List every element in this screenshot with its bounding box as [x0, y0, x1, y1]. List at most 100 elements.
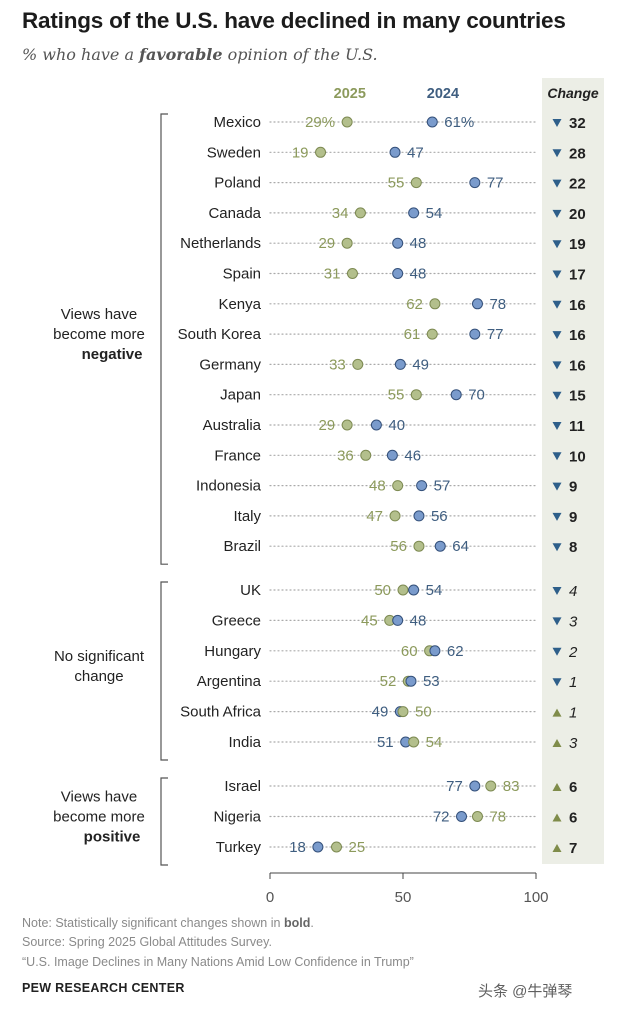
- value-label-2025: 60: [401, 643, 418, 660]
- change-down-triangle: [552, 512, 562, 521]
- change-down-triangle: [552, 482, 562, 491]
- change-down-triangle: [552, 179, 562, 188]
- change-down-triangle: [552, 119, 562, 127]
- value-label-2025: 19: [292, 144, 309, 161]
- change-up-triangle: [552, 739, 562, 747]
- value-label-2024: 61%: [444, 114, 474, 131]
- value-label-2025: 78: [489, 809, 506, 826]
- country-label: Poland: [214, 175, 261, 192]
- value-label-2025: 55: [388, 387, 405, 404]
- value-label-2024: 57: [434, 478, 451, 495]
- dot-2024: [392, 268, 404, 279]
- change-value: 1: [569, 674, 577, 691]
- change-value: 16: [569, 357, 586, 374]
- change-value: 22: [569, 176, 586, 193]
- country-label: Sweden: [207, 144, 261, 161]
- value-label-2025: 83: [503, 778, 520, 795]
- dot-2024: [471, 298, 483, 310]
- chart-subtitle: % who have a favorable opinion of the U.…: [22, 45, 378, 64]
- dot-2024: [405, 675, 417, 687]
- change-value: 6: [569, 810, 577, 827]
- change-value: 1: [569, 705, 577, 722]
- change-value: 10: [569, 448, 586, 465]
- country-label: Mexico: [213, 114, 261, 131]
- value-label-2024: 62: [447, 643, 464, 660]
- x-tick-label: 0: [266, 889, 274, 906]
- dot-2025: [410, 177, 422, 189]
- dot-2024: [426, 116, 438, 128]
- group-bracket: [160, 581, 168, 761]
- value-label-2025: 48: [369, 478, 386, 495]
- value-label-2024: 56: [431, 508, 448, 525]
- change-value: 11: [569, 418, 585, 435]
- dot-2024: [408, 584, 420, 596]
- change-value: 3: [569, 613, 578, 630]
- change-value: 19: [569, 236, 586, 253]
- dot-2025: [410, 389, 422, 401]
- value-label-2024: 49: [372, 704, 389, 721]
- change-value: 3: [569, 735, 578, 752]
- value-label-2024: 53: [423, 673, 440, 690]
- change-value: 9: [569, 479, 577, 496]
- value-label-2025: 29: [318, 417, 335, 434]
- change-down-triangle: [552, 422, 562, 430]
- dot-2025: [315, 146, 327, 158]
- value-label-2025: 45: [361, 612, 378, 629]
- value-label-2025: 52: [380, 673, 397, 690]
- country-label: Spain: [223, 266, 261, 283]
- change-down-triangle: [552, 678, 562, 687]
- value-label-2024: 46: [404, 447, 421, 464]
- subtitle-suffix: opinion of the U.S.: [222, 45, 378, 64]
- change-down-triangle: [552, 300, 562, 309]
- dot-2025: [346, 268, 358, 279]
- note-prefix: Note: Statistically significant changes …: [22, 916, 284, 930]
- country-label: Italy: [233, 508, 261, 525]
- country-label: Indonesia: [196, 478, 262, 495]
- dot-2024: [394, 358, 406, 370]
- dot-2025: [352, 358, 364, 370]
- country-label: Japan: [220, 387, 261, 404]
- country-label: Kenya: [218, 296, 261, 313]
- group-label-emphasis: negative: [82, 346, 143, 363]
- dot-2024: [429, 645, 441, 657]
- change-down-triangle: [552, 361, 562, 370]
- legend-2025: 2025: [334, 86, 366, 102]
- note-suffix: .: [310, 916, 314, 930]
- dot-2025: [413, 540, 425, 552]
- dot-2025: [392, 480, 404, 492]
- change-down-triangle: [552, 240, 562, 249]
- dot-2024: [434, 540, 446, 552]
- dot-2025: [471, 811, 483, 822]
- dot-2024: [450, 389, 462, 401]
- dot-2024: [370, 419, 382, 431]
- change-down-triangle: [552, 331, 562, 340]
- value-label-2024: 77: [487, 175, 504, 192]
- dot-2025: [389, 510, 401, 522]
- value-label-2025: 31: [324, 266, 341, 283]
- change-value: 15: [569, 388, 586, 405]
- value-label-2024: 47: [407, 144, 424, 161]
- change-column-background: [542, 78, 604, 864]
- country-label: Nigeria: [213, 809, 261, 826]
- dot-2024: [392, 237, 404, 249]
- country-label: Germany: [199, 356, 261, 373]
- country-label: India: [228, 734, 261, 751]
- group-bracket: [160, 113, 168, 565]
- change-up-triangle: [552, 783, 562, 791]
- dot-2025: [429, 298, 441, 310]
- dot-2024: [456, 811, 468, 822]
- value-label-2025: 34: [332, 205, 349, 222]
- country-label: France: [214, 447, 261, 464]
- change-down-triangle: [552, 647, 562, 656]
- change-value: 16: [569, 297, 586, 314]
- group-label-line: No significant: [54, 648, 145, 665]
- group-label-line: change: [74, 668, 123, 685]
- value-label-2025: 56: [390, 538, 407, 555]
- change-down-triangle: [552, 209, 562, 218]
- group-label-line: become more: [53, 809, 145, 826]
- dot-2024: [469, 177, 481, 189]
- country-label: Israel: [224, 778, 261, 795]
- dot-2025: [485, 780, 497, 792]
- change-value: 7: [569, 840, 577, 857]
